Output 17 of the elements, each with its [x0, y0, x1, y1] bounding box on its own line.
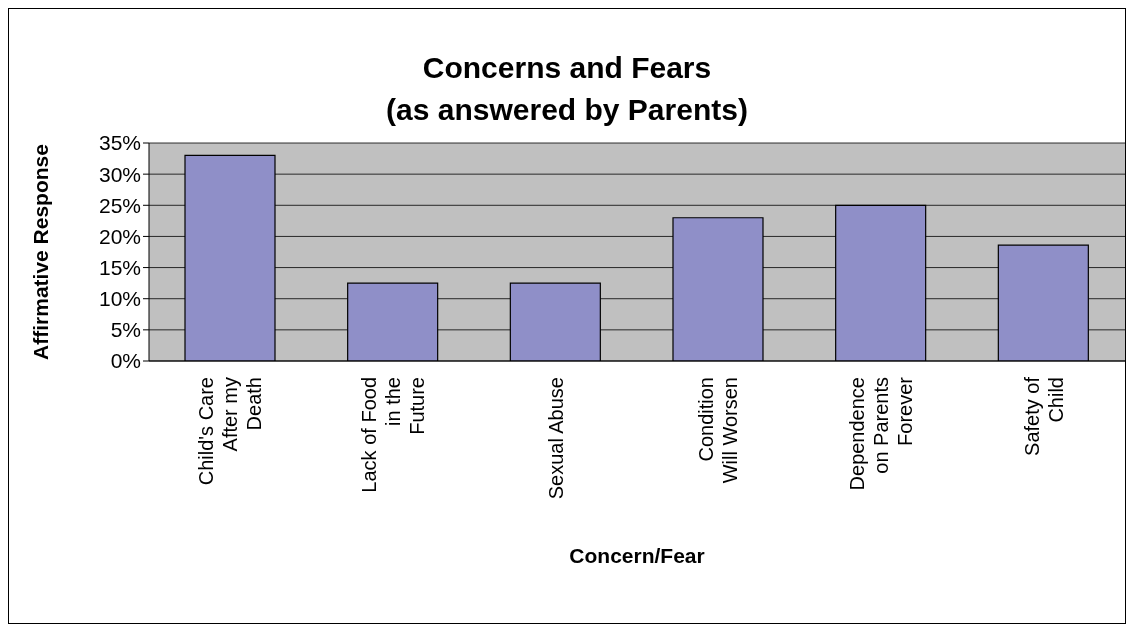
y-tick-label: 20% — [98, 224, 141, 248]
y-tick-label: 0% — [110, 349, 141, 373]
x-tick-label: Condition Will Worsen — [695, 377, 742, 484]
y-tick-label: 15% — [98, 256, 141, 280]
y-tick-label: 25% — [98, 193, 141, 217]
y-tick-label: 35% — [98, 131, 141, 155]
x-tick-label: Child's Care After my Death — [195, 377, 266, 486]
x-tick-label: Lack of Food in the Future — [358, 377, 428, 493]
y-tick-label: 30% — [98, 162, 141, 186]
x-tick-label: Dependence on Parents Forever — [846, 376, 916, 491]
y-axis-title: Affirmative Response — [29, 144, 53, 360]
y-tick-label: 10% — [98, 287, 141, 311]
chart-title: Concerns and Fears (as answered by Parents) — [385, 50, 749, 128]
x-axis-title: Concern/Fear — [569, 544, 705, 567]
x-tick-label: Sexual Abuse — [544, 377, 567, 500]
x-tick-label: Safety of Child — [1020, 376, 1067, 456]
y-tick-label: 5% — [110, 318, 141, 342]
